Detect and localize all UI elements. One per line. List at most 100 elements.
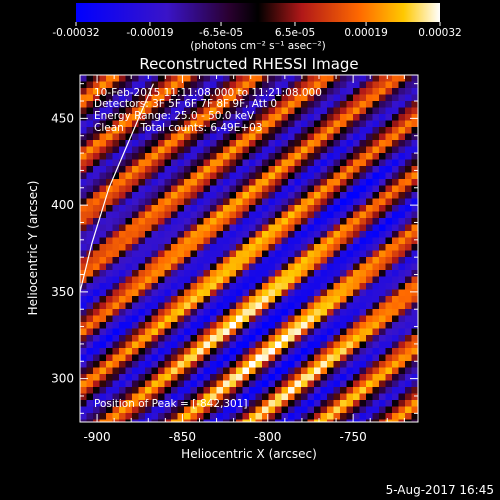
- heatmap-cell: [320, 218, 328, 225]
- heatmap-cell: [346, 270, 354, 277]
- heatmap-cell: [86, 179, 94, 186]
- heatmap-cell: [216, 374, 224, 381]
- heatmap-cell: [112, 88, 120, 95]
- heatmap-cell: [346, 380, 354, 388]
- heatmap-cell: [99, 159, 107, 167]
- heatmap-cell: [314, 348, 321, 355]
- heatmap-cell: [99, 211, 107, 219]
- heatmap-cell: [138, 289, 146, 297]
- heatmap-cell: [229, 172, 237, 180]
- heatmap-cell: [106, 114, 113, 121]
- heatmap-cell: [262, 283, 269, 290]
- heatmap-cell: [340, 146, 347, 154]
- heatmap-cell: [262, 335, 269, 342]
- heatmap-cell: [366, 354, 373, 362]
- heatmap-cell: [177, 270, 185, 277]
- heatmap-cell: [392, 400, 399, 407]
- heatmap-cell: [80, 159, 87, 167]
- heatmap-cell: [379, 341, 386, 349]
- heatmap-cell: [294, 75, 302, 82]
- heatmap-cell: [262, 133, 269, 141]
- heatmap-cell: [223, 400, 230, 407]
- heatmap-cell: [385, 348, 393, 355]
- heatmap-cell: [275, 387, 282, 394]
- heatmap-cell: [210, 309, 217, 316]
- heatmap-cell: [158, 75, 165, 82]
- heatmap-cell: [151, 101, 159, 108]
- heatmap-cell: [99, 283, 107, 290]
- heatmap-cell: [158, 283, 165, 290]
- heatmap-cell: [184, 276, 191, 284]
- heatmap-cell: [307, 159, 315, 167]
- heatmap-cell: [164, 179, 172, 186]
- heatmap-cell: [288, 185, 295, 193]
- heatmap-cell: [106, 283, 113, 290]
- heatmap-cell: [216, 146, 224, 154]
- heatmap-cell: [372, 94, 380, 102]
- heatmap-cell: [138, 419, 146, 422]
- heatmap-cell: [301, 237, 308, 245]
- heatmap-cell: [125, 159, 133, 167]
- heatmap-cell: [164, 198, 172, 206]
- heatmap-cell: [236, 302, 243, 310]
- heatmap-cell: [210, 302, 217, 310]
- heatmap-cell: [327, 224, 334, 232]
- heatmap-cell: [86, 127, 94, 134]
- heatmap-cell: [145, 263, 152, 271]
- heatmap-cell: [333, 211, 341, 219]
- heatmap-cell: [262, 354, 269, 362]
- heatmap-cell: [372, 120, 380, 128]
- heatmap-cell: [372, 224, 380, 232]
- heatmap-cell: [184, 367, 191, 375]
- heatmap-cell: [262, 224, 269, 232]
- heatmap-cell: [164, 218, 172, 225]
- heatmap-cell: [372, 367, 380, 375]
- heatmap-cell: [379, 94, 386, 102]
- heatmap-cell: [236, 205, 243, 212]
- heatmap-cell: [366, 393, 373, 401]
- heatmap-cell: [184, 419, 191, 422]
- heatmap-cell: [242, 335, 250, 342]
- heatmap-cell: [106, 413, 113, 420]
- heatmap-cell: [216, 413, 224, 420]
- heatmap-cell: [307, 393, 315, 401]
- heatmap-cell: [164, 309, 172, 316]
- heatmap-cell: [301, 81, 308, 89]
- heatmap-cell: [392, 114, 399, 121]
- colorbar-tick-label: -6.5e-05: [199, 27, 243, 39]
- heatmap-cell: [301, 413, 308, 420]
- heatmap-cell: [93, 393, 100, 401]
- heatmap-cell: [197, 302, 204, 310]
- heatmap-cell: [112, 322, 120, 329]
- heatmap-cell: [125, 101, 133, 108]
- heatmap-cell: [151, 367, 159, 375]
- heatmap-cell: [294, 120, 302, 128]
- heatmap-cell: [164, 88, 172, 95]
- heatmap-cell: [86, 335, 94, 342]
- heatmap-cell: [80, 101, 87, 108]
- heatmap-cell: [333, 348, 341, 355]
- heatmap-cell: [392, 198, 399, 206]
- heatmap-cell: [327, 263, 334, 271]
- heatmap-cell: [281, 283, 289, 290]
- heatmap-cell: [99, 218, 107, 225]
- heatmap-cell: [125, 315, 133, 323]
- heatmap-cell: [392, 354, 399, 362]
- heatmap-cell: [164, 94, 172, 102]
- heatmap-cell: [385, 211, 393, 219]
- heatmap-cell: [164, 289, 172, 297]
- heatmap-cell: [177, 374, 185, 381]
- heatmap-cell: [86, 283, 94, 290]
- heatmap-cell: [333, 146, 341, 154]
- heatmap-cell: [112, 361, 120, 368]
- heatmap-cell: [249, 101, 256, 108]
- heatmap-cell: [112, 348, 120, 355]
- heatmap-cell: [307, 348, 315, 355]
- heatmap-cell: [242, 296, 250, 303]
- heatmap-cell: [385, 296, 393, 303]
- heatmap-cell: [307, 88, 315, 95]
- heatmap-cell: [138, 263, 146, 271]
- heatmap-cell: [353, 101, 360, 108]
- heatmap-cell: [353, 387, 360, 394]
- heatmap-cell: [99, 413, 107, 420]
